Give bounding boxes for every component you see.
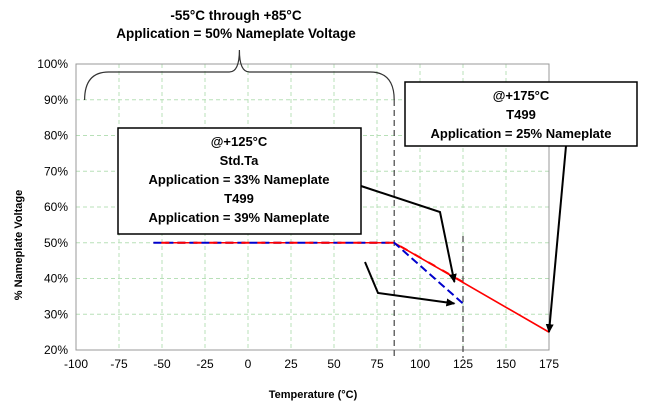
reference-lines: [393, 100, 464, 358]
y-tick-label: 90%: [44, 93, 68, 107]
plot-area: [75, 63, 550, 351]
series-lines: [153, 241, 550, 333]
x-tick-label: -100: [64, 357, 88, 371]
y-tick-label: 80%: [44, 129, 68, 143]
callout-125-line-1: @+125°C: [211, 134, 268, 149]
y-tick-label: 70%: [44, 164, 68, 178]
y-tick-label: 100%: [37, 57, 68, 71]
x-tick-label: 100: [410, 357, 430, 371]
callout-125-line-5: Application = 39% Nameplate: [149, 210, 330, 225]
x-tick-label: 50: [327, 357, 341, 371]
x-tick-label: -50: [153, 357, 171, 371]
callout-arrows: [360, 145, 567, 334]
callout-arrow: [545, 145, 567, 334]
header-line-2: Application = 50% Nameplate Voltage: [116, 26, 356, 41]
y-tick-label: 40%: [44, 272, 68, 286]
y-tick-label: 20%: [44, 343, 68, 357]
series-line: [153, 241, 464, 305]
callout-125-line-3: Application = 33% Nameplate: [149, 172, 330, 187]
callout-175-line-2: T499: [506, 107, 536, 122]
y-tick-label: 30%: [44, 307, 68, 321]
x-tick-label: 25: [284, 357, 298, 371]
series-line: [153, 241, 550, 333]
y-tick-label: 60%: [44, 200, 68, 214]
callout-175-frame: [404, 81, 638, 147]
x-tick-label: 0: [245, 357, 252, 371]
y-tick-label: 50%: [44, 236, 68, 250]
callout-125-line-4: T499: [224, 191, 254, 206]
callout-175-line-3: Application = 25% Nameplate: [431, 126, 612, 141]
temperature-range-brace: [84, 49, 395, 101]
callout-arrow: [360, 185, 457, 284]
x-tick-label: 175: [539, 357, 559, 371]
x-tick-label: -75: [110, 357, 128, 371]
x-tick-label: 150: [496, 357, 516, 371]
callout-box-175c: @+175°C T499 Application = 25% Nameplate: [404, 81, 638, 147]
y-ticks: 20% 30% 40% 50% 60% 70% 80% 90% 100%: [37, 57, 68, 357]
x-axis-title: Temperature (°C): [269, 389, 358, 401]
y-axis-title: % Nameplate Voltage: [13, 190, 25, 300]
callout-box-125c: @+125°C Std.Ta Application = 33% Namepla…: [117, 127, 362, 235]
x-ticks: -100 -75 -50 -25 0 25 50 75 100 125 150 175: [64, 357, 559, 371]
callout-arrow: [364, 261, 456, 307]
callout-175-line-1: @+175°C: [493, 88, 550, 103]
x-tick-label: 75: [370, 357, 384, 371]
x-tick-label: 125: [453, 357, 473, 371]
header-line-1: -55°C through +85°C: [170, 8, 301, 23]
callout-125-line-2: Std.Ta: [220, 153, 260, 168]
x-tick-label: -25: [196, 357, 214, 371]
callout-125-frame: [117, 127, 362, 235]
